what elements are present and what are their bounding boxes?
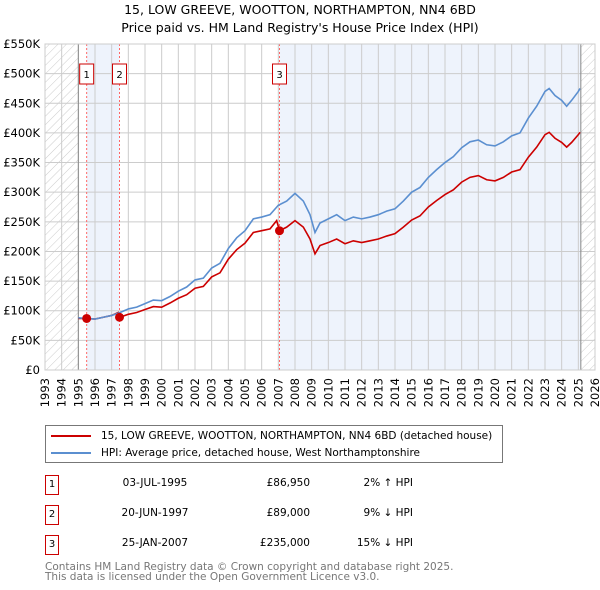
sale-point bbox=[82, 313, 92, 323]
y-tick-label: £0 bbox=[25, 363, 40, 377]
y-tick-label: £300K bbox=[3, 185, 40, 199]
sale-row: 1 03-JUL-1995 £86,950 2% ↑ HPI bbox=[45, 475, 445, 495]
x-tick-label: 2007 bbox=[271, 378, 285, 407]
chart-title: 15, LOW GREEVE, WOOTTON, NORTHAMPTON, NN… bbox=[124, 2, 476, 17]
y-tick-label: £100K bbox=[3, 304, 40, 318]
x-tick-label: 2010 bbox=[321, 378, 335, 407]
sale-price: £86,950 bbox=[266, 477, 310, 489]
x-tick-label: 2023 bbox=[538, 378, 552, 407]
sale-marker-box bbox=[112, 63, 127, 85]
footer-licence: This data is licensed under the Open Gov… bbox=[45, 571, 380, 583]
sale-point bbox=[275, 226, 284, 236]
x-tick-label: 2017 bbox=[438, 378, 452, 407]
x-tick-label: 2025 bbox=[571, 378, 585, 407]
x-tick-label: 2003 bbox=[205, 378, 219, 407]
legend-blue-line bbox=[51, 452, 91, 454]
shaded-region bbox=[279, 44, 581, 370]
sale-row: 3 25-JAN-2007 £235,000 15% ↓ HPI bbox=[45, 535, 445, 555]
x-tick-label: 2018 bbox=[455, 378, 469, 407]
x-tick-label: 2006 bbox=[255, 378, 269, 407]
x-tick-label: 2012 bbox=[355, 378, 369, 407]
x-tick-label: 2021 bbox=[505, 378, 519, 407]
sale-hpi-diff: 2% ↑ HPI bbox=[363, 477, 413, 489]
x-tick-label: 1994 bbox=[55, 378, 69, 407]
y-tick-label: £150K bbox=[3, 274, 40, 288]
legend-property-label: 15, LOW GREEVE, WOOTTON, NORTHAMPTON, NN… bbox=[101, 430, 493, 442]
shaded-region bbox=[86, 44, 120, 370]
hatched-no-data bbox=[580, 44, 595, 370]
sale-row: 2 20-JUN-1997 £89,000 9% ↓ HPI bbox=[45, 505, 445, 525]
y-tick-label: £250K bbox=[3, 215, 40, 229]
x-tick-label: 2026 bbox=[588, 378, 600, 407]
x-tick-label: 1997 bbox=[105, 378, 119, 407]
x-tick-label: 2014 bbox=[388, 378, 402, 407]
x-tick-label: 1999 bbox=[138, 378, 152, 407]
x-tick-label: 2016 bbox=[421, 378, 435, 407]
chart-subtitle: Price paid vs. HM Land Registry's House … bbox=[121, 20, 479, 35]
sale-price: £235,000 bbox=[259, 537, 310, 549]
x-tick-label: 2013 bbox=[371, 378, 385, 407]
x-tick-label: 2020 bbox=[488, 378, 502, 407]
sale-marker-box bbox=[272, 63, 287, 85]
legend: 15, LOW GREEVE, WOOTTON, NORTHAMPTON, NN… bbox=[45, 425, 503, 463]
price-chart: 1993 1994 1995 1996 1997 1998 1999 2000 2001 2002… bbox=[3, 37, 600, 407]
x-tick-label: 2005 bbox=[238, 378, 252, 407]
plot-border bbox=[44, 43, 596, 371]
x-tick-label: 2008 bbox=[288, 378, 302, 407]
x-tick-label: 2011 bbox=[338, 378, 352, 407]
x-tick-label: 2015 bbox=[405, 378, 419, 407]
sale-badge: 3 bbox=[45, 535, 59, 555]
y-tick-label: £350K bbox=[3, 156, 40, 170]
y-tick-label: £550K bbox=[3, 37, 40, 51]
sale-marker-label: 1 bbox=[83, 70, 89, 81]
x-tick-label: 1995 bbox=[71, 378, 85, 407]
y-tick-label: £50K bbox=[11, 333, 41, 347]
property-price-line bbox=[78, 131, 581, 320]
sale-price: £89,000 bbox=[266, 507, 310, 519]
x-tick-label: 2000 bbox=[155, 378, 169, 407]
x-tick-label: 1998 bbox=[121, 378, 135, 407]
legend-hpi-label: HPI: Average price, detached house, West… bbox=[101, 447, 420, 459]
sale-point bbox=[115, 312, 124, 322]
sale-hpi-diff: 9% ↓ HPI bbox=[363, 507, 413, 519]
x-tick-label: 2024 bbox=[555, 378, 569, 407]
sale-badge: 1 bbox=[45, 475, 59, 495]
x-tick-label: 2001 bbox=[171, 378, 185, 407]
sale-hpi-diff: 15% ↓ HPI bbox=[356, 537, 413, 549]
legend-red-line bbox=[51, 435, 91, 437]
y-tick-label: £400K bbox=[3, 126, 40, 140]
x-tick-label: 2019 bbox=[471, 378, 485, 407]
x-tick-label: 2009 bbox=[305, 378, 319, 407]
footer-copyright: Contains HM Land Registry data © Crown c… bbox=[45, 561, 454, 573]
x-tick-label: 1993 bbox=[38, 378, 52, 407]
x-tick-label: 2022 bbox=[521, 378, 535, 407]
x-tick-label: 2002 bbox=[188, 378, 202, 407]
sale-date: 25-JAN-2007 bbox=[121, 537, 189, 549]
sale-marker-label: 3 bbox=[276, 70, 282, 81]
y-tick-label: £500K bbox=[3, 67, 40, 81]
x-tick-label: 1996 bbox=[88, 378, 102, 407]
sale-marker-label: 2 bbox=[116, 70, 122, 81]
sale-date: 20-JUN-1997 bbox=[121, 507, 189, 519]
x-tick-label: 2004 bbox=[221, 378, 235, 407]
sale-badge: 2 bbox=[45, 505, 59, 525]
y-tick-label: £450K bbox=[3, 96, 40, 110]
hpi-line bbox=[78, 87, 581, 320]
sale-date: 03-JUL-1995 bbox=[122, 477, 188, 489]
sale-marker-box bbox=[79, 63, 95, 85]
y-tick-label: £200K bbox=[3, 244, 40, 258]
